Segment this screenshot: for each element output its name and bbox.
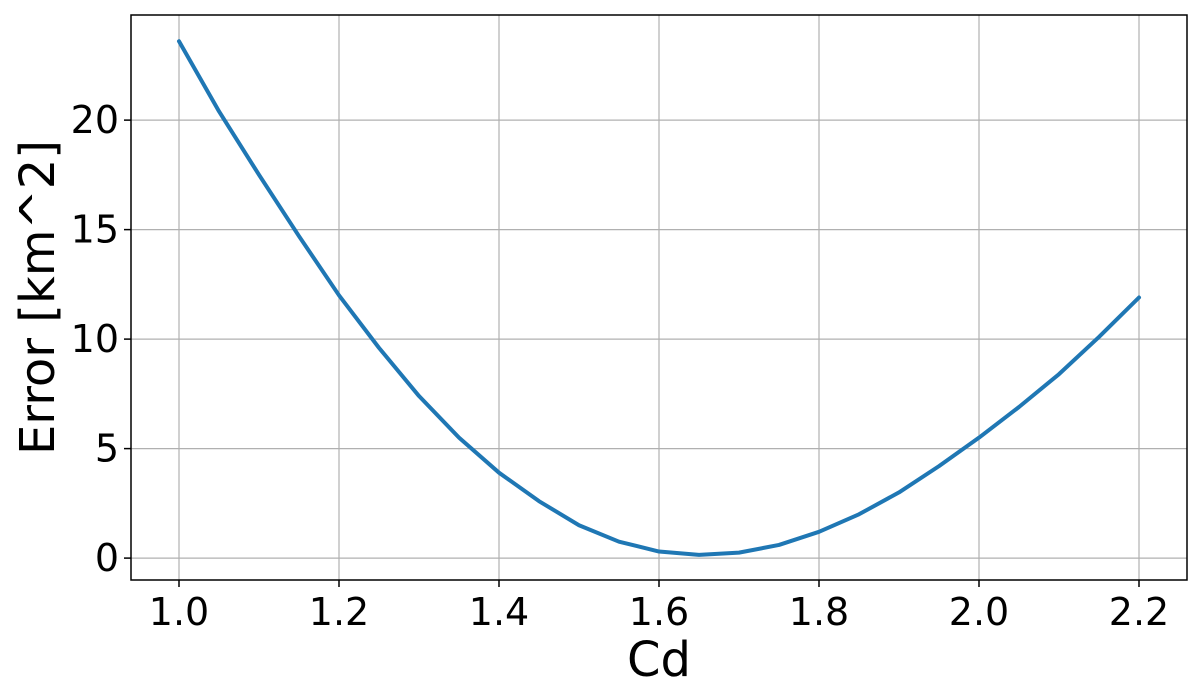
- x-tick-label: 1.8: [789, 590, 849, 634]
- x-tick-label: 1.0: [149, 590, 209, 634]
- y-tick-label: 20: [71, 98, 119, 142]
- axis-ticks: 1.0 1.2 1.4 1.6 1.8 2.0 2.2 0 5 10 15 20: [71, 98, 1170, 634]
- y-tick-label: 10: [71, 317, 119, 361]
- x-tick-label: 1.6: [629, 590, 689, 634]
- series-layer: [177, 39, 1141, 557]
- grid: [131, 15, 1187, 580]
- y-tick-label: 15: [71, 208, 119, 252]
- x-tick-label: 1.2: [309, 590, 369, 634]
- x-tick-label: 1.4: [469, 590, 529, 634]
- x-axis-label: Cd: [627, 632, 691, 688]
- series-line: [177, 39, 1141, 557]
- x-tick-label: 2.0: [949, 590, 1009, 634]
- y-tick-label: 0: [95, 536, 119, 580]
- y-tick-label: 5: [95, 427, 119, 471]
- y-axis-label: Error [km^2]: [10, 140, 66, 455]
- x-tick-label: 2.2: [1109, 590, 1169, 634]
